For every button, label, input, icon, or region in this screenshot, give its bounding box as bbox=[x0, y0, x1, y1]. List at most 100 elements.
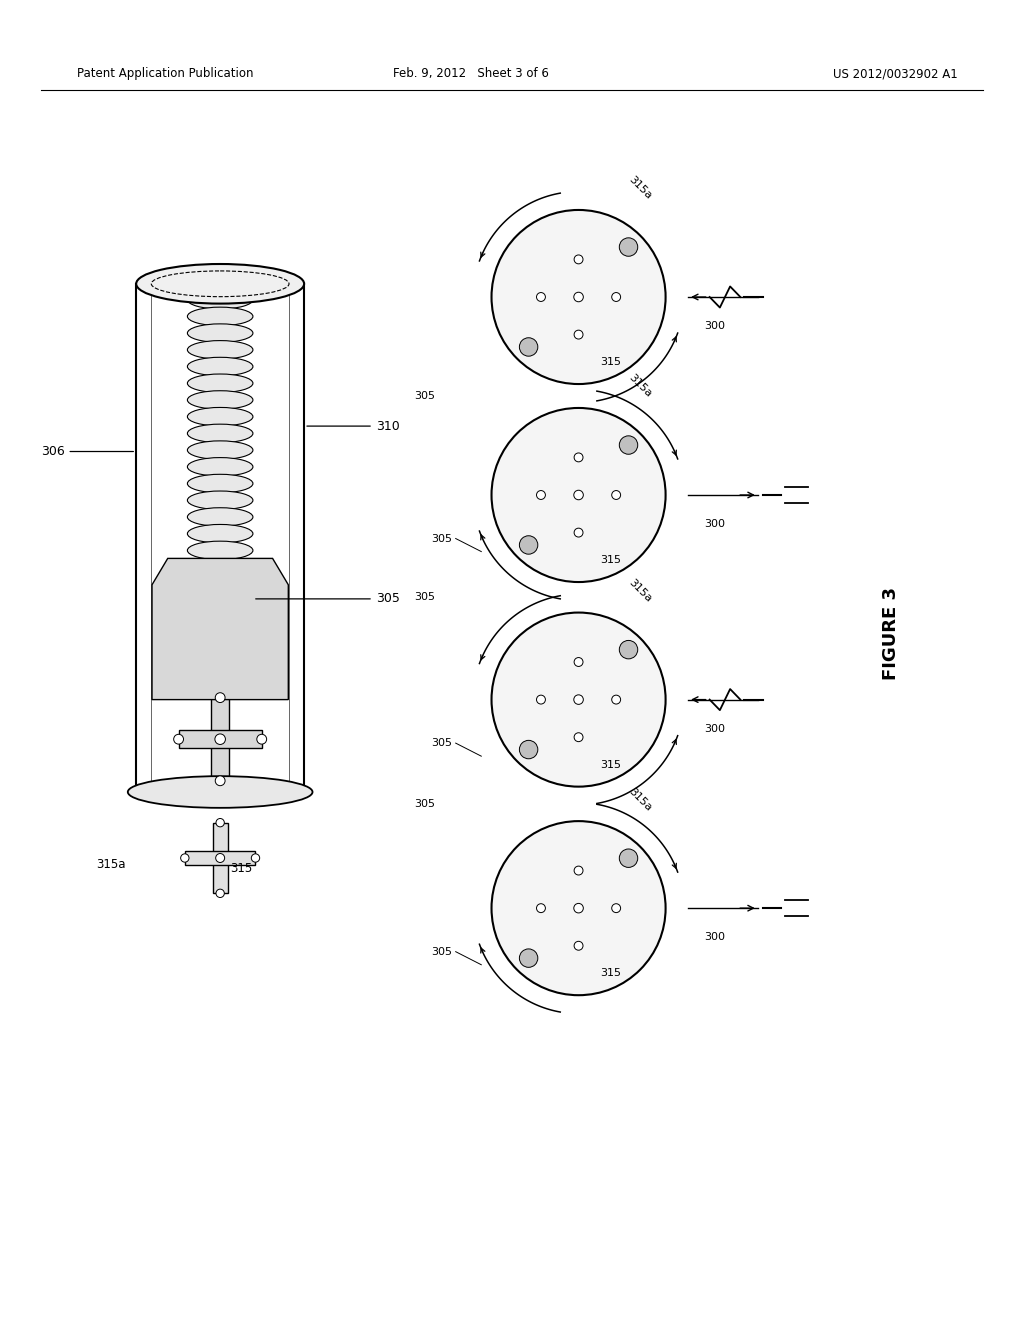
Circle shape bbox=[574, 330, 583, 339]
Circle shape bbox=[620, 640, 638, 659]
Text: FIGURE 3: FIGURE 3 bbox=[882, 587, 900, 680]
Circle shape bbox=[215, 693, 225, 702]
Circle shape bbox=[620, 436, 638, 454]
Circle shape bbox=[492, 612, 666, 787]
Circle shape bbox=[574, 941, 583, 950]
Circle shape bbox=[216, 890, 224, 898]
Ellipse shape bbox=[187, 308, 253, 326]
Ellipse shape bbox=[187, 290, 253, 309]
Text: 300: 300 bbox=[705, 932, 726, 942]
Text: 306: 306 bbox=[41, 445, 133, 458]
Text: 305: 305 bbox=[414, 593, 435, 602]
Circle shape bbox=[573, 694, 584, 705]
Circle shape bbox=[574, 733, 583, 742]
Circle shape bbox=[492, 821, 666, 995]
Text: Patent Application Publication: Patent Application Publication bbox=[77, 67, 253, 81]
Circle shape bbox=[573, 292, 584, 302]
Text: 305: 305 bbox=[431, 533, 453, 544]
Text: 305: 305 bbox=[414, 391, 435, 401]
Circle shape bbox=[215, 776, 225, 785]
Ellipse shape bbox=[187, 424, 253, 442]
Text: 300: 300 bbox=[705, 321, 726, 331]
Circle shape bbox=[537, 904, 546, 912]
Text: 305: 305 bbox=[431, 738, 453, 748]
Bar bbox=[211, 698, 229, 780]
Circle shape bbox=[251, 854, 260, 862]
Circle shape bbox=[215, 734, 225, 744]
Text: 305: 305 bbox=[431, 946, 453, 957]
Circle shape bbox=[492, 408, 666, 582]
Circle shape bbox=[180, 854, 189, 862]
Text: 315a: 315a bbox=[627, 785, 653, 813]
Bar bbox=[541, 900, 616, 916]
Bar bbox=[541, 692, 616, 708]
Ellipse shape bbox=[187, 441, 253, 459]
Circle shape bbox=[611, 696, 621, 704]
Text: Feb. 9, 2012   Sheet 3 of 6: Feb. 9, 2012 Sheet 3 of 6 bbox=[393, 67, 549, 81]
Text: 300: 300 bbox=[705, 519, 726, 529]
Circle shape bbox=[537, 696, 546, 704]
Text: 305: 305 bbox=[256, 593, 399, 606]
Circle shape bbox=[174, 734, 183, 744]
Circle shape bbox=[574, 528, 583, 537]
Circle shape bbox=[573, 903, 584, 913]
Bar bbox=[570, 458, 587, 532]
Circle shape bbox=[620, 238, 638, 256]
Ellipse shape bbox=[187, 524, 253, 543]
Text: 315: 315 bbox=[230, 862, 253, 875]
Circle shape bbox=[492, 210, 666, 384]
Bar bbox=[541, 487, 616, 503]
Text: 315a: 315a bbox=[627, 577, 653, 605]
Text: 315a: 315a bbox=[627, 372, 653, 400]
Text: 315: 315 bbox=[600, 760, 622, 770]
Ellipse shape bbox=[187, 391, 253, 409]
Circle shape bbox=[216, 818, 224, 826]
Text: 315: 315 bbox=[600, 358, 622, 367]
Ellipse shape bbox=[187, 474, 253, 492]
Text: 310: 310 bbox=[307, 420, 399, 433]
Text: 305: 305 bbox=[414, 799, 435, 809]
Circle shape bbox=[519, 338, 538, 356]
Circle shape bbox=[216, 854, 224, 862]
Text: 315a: 315a bbox=[627, 174, 653, 202]
Text: 315: 315 bbox=[600, 969, 622, 978]
Circle shape bbox=[611, 491, 621, 499]
Ellipse shape bbox=[187, 374, 253, 392]
Circle shape bbox=[519, 536, 538, 554]
Ellipse shape bbox=[187, 458, 253, 477]
Ellipse shape bbox=[136, 264, 304, 304]
Circle shape bbox=[574, 453, 583, 462]
Ellipse shape bbox=[187, 408, 253, 426]
Ellipse shape bbox=[187, 508, 253, 527]
Text: 315a: 315a bbox=[96, 858, 126, 871]
Circle shape bbox=[519, 741, 538, 759]
Bar bbox=[178, 730, 262, 748]
Text: US 2012/0032902 A1: US 2012/0032902 A1 bbox=[833, 67, 957, 81]
Circle shape bbox=[519, 949, 538, 968]
Bar bbox=[570, 663, 587, 737]
Polygon shape bbox=[152, 558, 289, 700]
Text: 300: 300 bbox=[705, 723, 726, 734]
Circle shape bbox=[574, 255, 583, 264]
Circle shape bbox=[611, 293, 621, 301]
Circle shape bbox=[611, 904, 621, 912]
Bar bbox=[184, 850, 256, 866]
Text: 315: 315 bbox=[600, 556, 622, 565]
Circle shape bbox=[537, 491, 546, 499]
Ellipse shape bbox=[187, 341, 253, 359]
Bar bbox=[570, 871, 587, 945]
Bar bbox=[213, 822, 227, 894]
Bar bbox=[570, 260, 587, 334]
Circle shape bbox=[574, 866, 583, 875]
Ellipse shape bbox=[128, 776, 312, 808]
Circle shape bbox=[573, 490, 584, 500]
Ellipse shape bbox=[187, 358, 253, 376]
Ellipse shape bbox=[187, 323, 253, 342]
Ellipse shape bbox=[187, 491, 253, 510]
Circle shape bbox=[620, 849, 638, 867]
Circle shape bbox=[537, 293, 546, 301]
Circle shape bbox=[257, 734, 266, 744]
Ellipse shape bbox=[187, 541, 253, 560]
Bar bbox=[541, 289, 616, 305]
Circle shape bbox=[574, 657, 583, 667]
